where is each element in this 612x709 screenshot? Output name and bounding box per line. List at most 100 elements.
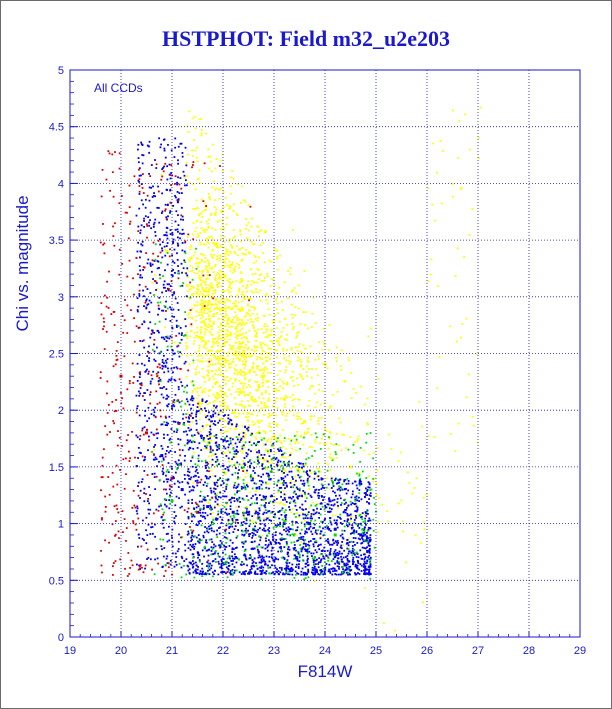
cloud-point xyxy=(220,209,223,212)
cloud-point xyxy=(234,350,237,353)
cloud-point xyxy=(237,296,240,299)
cloud-point xyxy=(235,341,238,344)
cloud-point xyxy=(208,287,211,290)
cloud-point xyxy=(273,319,276,322)
cloud-point xyxy=(207,271,209,274)
cloud-point xyxy=(339,478,342,481)
cloud-point xyxy=(173,511,176,513)
cloud-point xyxy=(172,371,174,374)
cloud-point xyxy=(232,531,235,533)
cloud-point xyxy=(184,543,186,546)
cloud-point xyxy=(209,402,211,404)
cloud-point xyxy=(265,472,268,475)
cloud-point xyxy=(280,539,283,541)
cloud-point xyxy=(166,189,168,191)
cloud-point xyxy=(256,451,258,454)
cloud-point xyxy=(136,505,139,508)
cloud-point xyxy=(305,521,308,524)
data-point xyxy=(145,431,148,435)
cloud-point xyxy=(191,455,194,458)
cloud-point xyxy=(211,345,213,348)
cloud-point xyxy=(191,563,194,566)
cloud-point xyxy=(221,464,224,467)
cloud-point xyxy=(207,403,209,406)
cloud-point xyxy=(211,516,214,519)
cloud-point xyxy=(341,488,344,491)
cloud-point xyxy=(239,563,242,566)
cloud-point xyxy=(233,500,236,503)
cloud-point xyxy=(196,406,199,408)
cloud-point xyxy=(343,519,346,522)
cloud-point xyxy=(229,294,232,297)
cloud-point xyxy=(283,538,286,540)
cloud-point xyxy=(175,324,178,327)
cloud-point xyxy=(425,493,428,496)
cloud-point xyxy=(232,559,234,562)
cloud-point xyxy=(214,545,217,548)
cloud-point xyxy=(167,422,170,425)
cloud-point xyxy=(272,389,275,392)
cloud-point xyxy=(263,560,266,563)
cloud-point xyxy=(203,436,205,439)
cloud-point xyxy=(197,454,200,457)
cloud-point xyxy=(241,246,244,249)
cloud-point xyxy=(177,145,180,148)
cloud-point xyxy=(256,356,259,358)
cloud-point xyxy=(297,284,300,287)
cloud-point xyxy=(214,363,217,365)
cloud-point xyxy=(273,560,276,563)
cloud-point xyxy=(196,484,199,487)
cloud-point xyxy=(270,464,273,467)
cloud-point xyxy=(271,458,273,461)
cloud-point xyxy=(208,323,211,326)
cloud-point xyxy=(295,516,297,518)
cloud-point xyxy=(260,561,263,564)
cloud-point xyxy=(262,241,264,244)
cloud-point xyxy=(364,511,367,513)
cloud-point xyxy=(165,340,168,342)
cloud-point xyxy=(306,552,309,555)
cloud-point xyxy=(188,260,191,263)
cloud-point xyxy=(175,428,178,430)
cloud-point xyxy=(200,407,203,410)
cloud-point xyxy=(363,560,366,563)
cloud-point xyxy=(355,392,357,394)
cloud-point xyxy=(239,333,241,336)
cloud-point xyxy=(346,525,349,528)
cloud-point xyxy=(195,371,197,374)
cloud-point xyxy=(359,447,362,449)
cloud-point xyxy=(318,494,321,497)
cloud-point xyxy=(275,457,278,459)
cloud-point xyxy=(162,396,165,399)
cloud-point xyxy=(224,548,226,551)
cloud-point xyxy=(161,387,164,390)
cloud-point xyxy=(334,477,337,480)
cloud-point xyxy=(219,418,222,420)
cloud-point xyxy=(281,472,284,475)
cloud-point xyxy=(191,399,194,402)
cloud-point xyxy=(204,209,207,212)
cloud-point xyxy=(331,499,334,502)
cloud-point xyxy=(314,531,317,534)
cloud-point xyxy=(180,206,183,209)
cloud-point xyxy=(281,524,284,527)
cloud-point xyxy=(214,442,217,444)
cloud-point xyxy=(195,506,198,509)
cloud-point xyxy=(177,244,180,247)
cloud-point xyxy=(253,565,256,568)
cloud-point xyxy=(328,500,331,503)
cloud-point xyxy=(176,429,179,431)
data-point xyxy=(170,499,174,503)
cloud-point xyxy=(246,469,248,472)
cloud-point xyxy=(188,446,191,449)
cloud-point xyxy=(251,559,254,561)
cloud-point xyxy=(311,376,313,379)
cloud-point xyxy=(308,475,311,478)
cloud-point xyxy=(284,498,287,501)
cloud-point xyxy=(286,381,289,384)
cloud-point xyxy=(452,109,454,112)
cloud-point xyxy=(171,407,173,410)
cloud-point xyxy=(368,486,371,489)
cloud-point xyxy=(399,451,402,454)
cloud-point xyxy=(442,150,444,153)
